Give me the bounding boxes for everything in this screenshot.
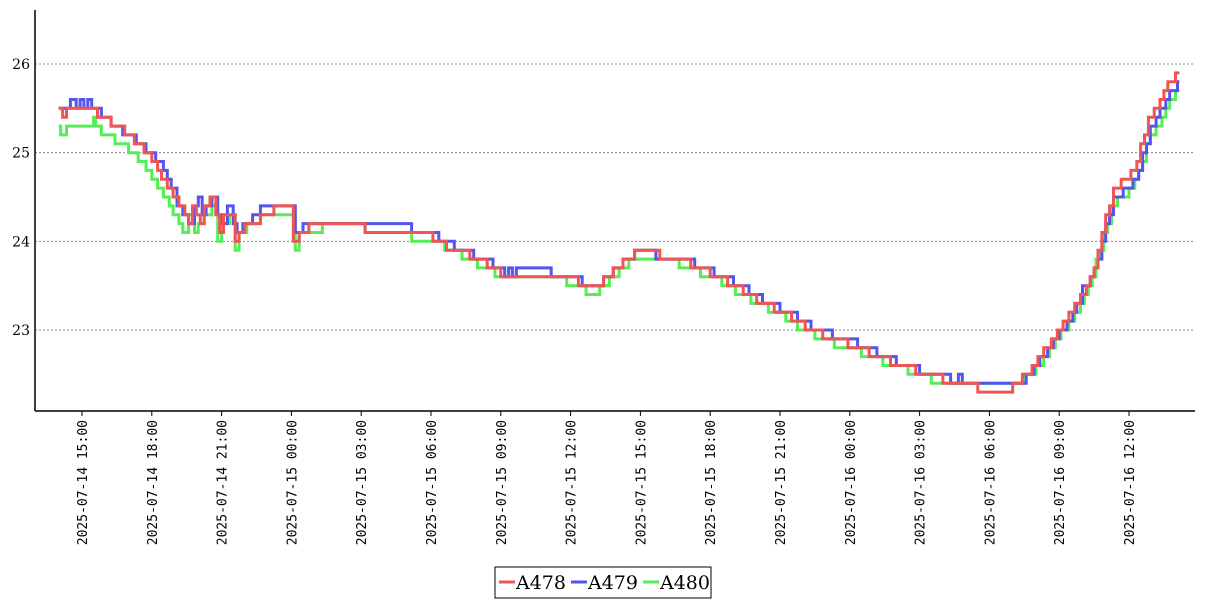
series-line-a480 [58, 89, 1180, 385]
y-tick-label: 23 [12, 323, 30, 339]
x-tick-label: 2025-07-15 09:00 [495, 420, 510, 545]
x-tick-label: 2025-07-15 12:00 [565, 420, 580, 545]
x-tick-label: 2025-07-16 09:00 [1053, 420, 1068, 545]
legend-label: A478 [515, 572, 566, 594]
x-tick-label: 2025-07-15 06:00 [425, 420, 440, 545]
series-line-a479 [58, 80, 1180, 385]
x-tick-label: 2025-07-15 00:00 [285, 420, 300, 545]
x-tick-label: 2025-07-16 03:00 [914, 420, 929, 545]
x-tick-label: 2025-07-15 21:00 [774, 420, 789, 545]
x-tick-label: 2025-07-14 15:00 [76, 420, 91, 545]
x-tick-labels: 2025-07-14 15:00 2025-07-14 18:00 2025-07-… [76, 411, 1138, 545]
axes [34, 10, 1195, 412]
x-tick-label: 2025-07-14 21:00 [216, 420, 231, 545]
series-lines [58, 71, 1180, 394]
x-tick-label: 2025-07-15 18:00 [704, 420, 719, 545]
legend-box [494, 566, 712, 599]
series-line-a478 [58, 71, 1180, 394]
y-tick-label: 25 [12, 146, 30, 162]
x-tick-label: 2025-07-15 15:00 [634, 420, 649, 545]
legend-label: A480 [659, 572, 710, 594]
x-tick-label: 2025-07-14 18:00 [146, 420, 161, 545]
x-tick-label: 2025-07-16 06:00 [983, 420, 998, 545]
x-tick-label: 2025-07-16 12:00 [1123, 420, 1138, 545]
legend-label: A479 [587, 572, 638, 594]
y-tick-label: 24 [12, 234, 30, 250]
legend-items: A478 A479 A480 [499, 572, 710, 594]
legend: A478 A479 A480 [494, 566, 712, 599]
x-tick-label: 2025-07-16 00:00 [844, 420, 859, 545]
x-tick-label: 2025-07-15 03:00 [355, 420, 370, 545]
y-tick-labels: 23 24 25 26 [12, 57, 30, 339]
y-tick-label: 26 [12, 57, 30, 73]
grid-lines [35, 63, 1195, 331]
